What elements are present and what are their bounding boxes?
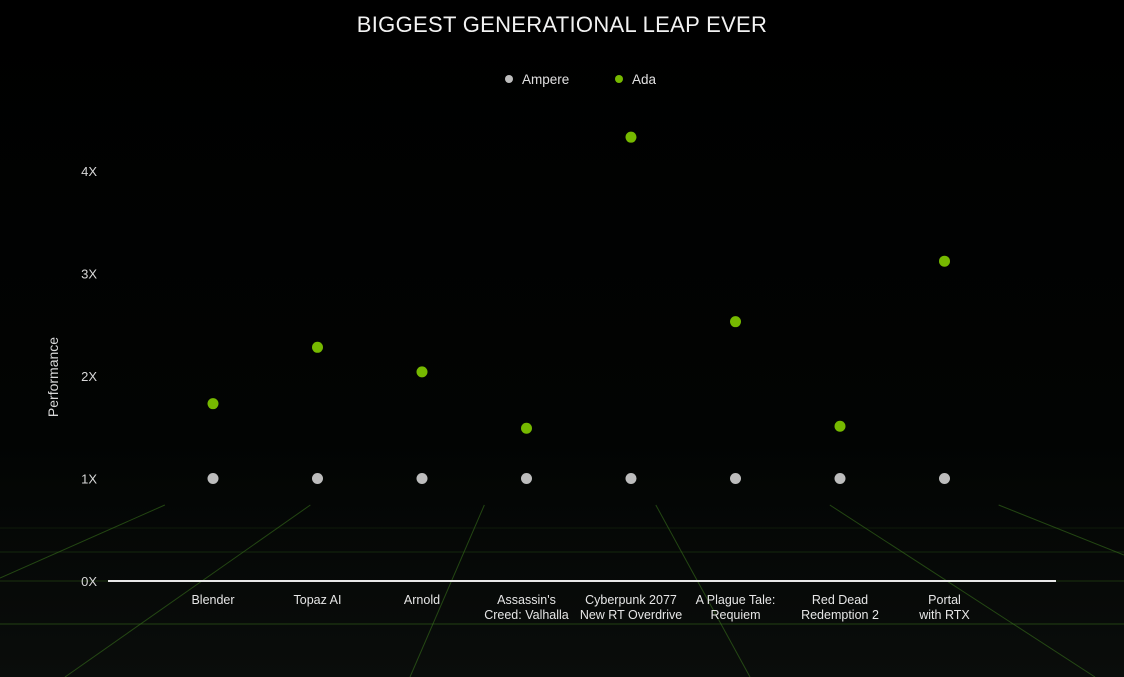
point-ada	[416, 366, 428, 378]
x-tick-label: Topaz AI	[294, 593, 342, 607]
x-tick-label: Assassin's Creed: Valhalla	[484, 593, 569, 622]
point-ampere	[730, 473, 741, 484]
point-ampere	[834, 473, 846, 484]
point-ampere	[939, 473, 950, 484]
y-tick-label: 4X	[81, 164, 97, 179]
floor-grid-vline	[829, 504, 1096, 677]
point-ampere	[207, 473, 219, 484]
point-ada	[207, 398, 219, 410]
floor-grid-vline	[998, 504, 1124, 556]
point-ada	[521, 422, 532, 434]
x-tick-label: Portal with RTX	[918, 593, 970, 622]
y-tick-label: 0X	[81, 574, 97, 589]
x-tick-label: A Plague Tale: Requiem	[696, 593, 776, 622]
point-ampere	[416, 473, 428, 484]
point-ada	[730, 316, 741, 328]
legend: Ampere Ada	[500, 72, 700, 90]
point-ampere	[521, 473, 532, 484]
point-ada	[625, 131, 637, 143]
floor-grid-vline	[0, 504, 166, 579]
y-tick-label: 1X	[81, 472, 97, 487]
point-ada	[312, 341, 323, 353]
legend-label-ampere: Ampere	[522, 72, 570, 87]
data-points	[207, 131, 950, 484]
chart-title: BIGGEST GENERATIONAL LEAP EVER	[356, 12, 768, 37]
x-tick-label: Arnold	[404, 593, 440, 607]
x-tick-label: Red Dead Redemption 2	[801, 593, 879, 622]
point-ada	[834, 420, 846, 432]
floor-grid-vline	[64, 504, 311, 677]
y-axis-label: Performance	[45, 337, 61, 417]
point-ampere	[625, 473, 637, 484]
y-tick-label: 2X	[81, 369, 97, 384]
legend-marker-ampere	[505, 75, 513, 84]
y-tick-label: 3X	[81, 267, 97, 282]
x-tick-label: Cyberpunk 2077 New RT Overdrive	[580, 593, 682, 622]
legend-marker-ada	[615, 75, 623, 84]
x-tick-label: Blender	[191, 593, 234, 607]
legend-item-ada: Ada	[615, 72, 656, 87]
point-ampere	[312, 473, 323, 484]
floor-grid	[0, 504, 1124, 677]
legend-label-ada: Ada	[632, 72, 657, 87]
legend-item-ampere: Ampere	[505, 72, 569, 87]
floor-grid-vline	[409, 504, 485, 677]
floor-grid-vline	[655, 504, 751, 677]
x-axis-ticks: Blender Topaz AI Arnold Assassin's Creed: Va…	[191, 593, 970, 622]
point-ada	[939, 255, 950, 267]
y-axis-ticks: 0X 1X 2X 3X 4X	[81, 164, 97, 589]
